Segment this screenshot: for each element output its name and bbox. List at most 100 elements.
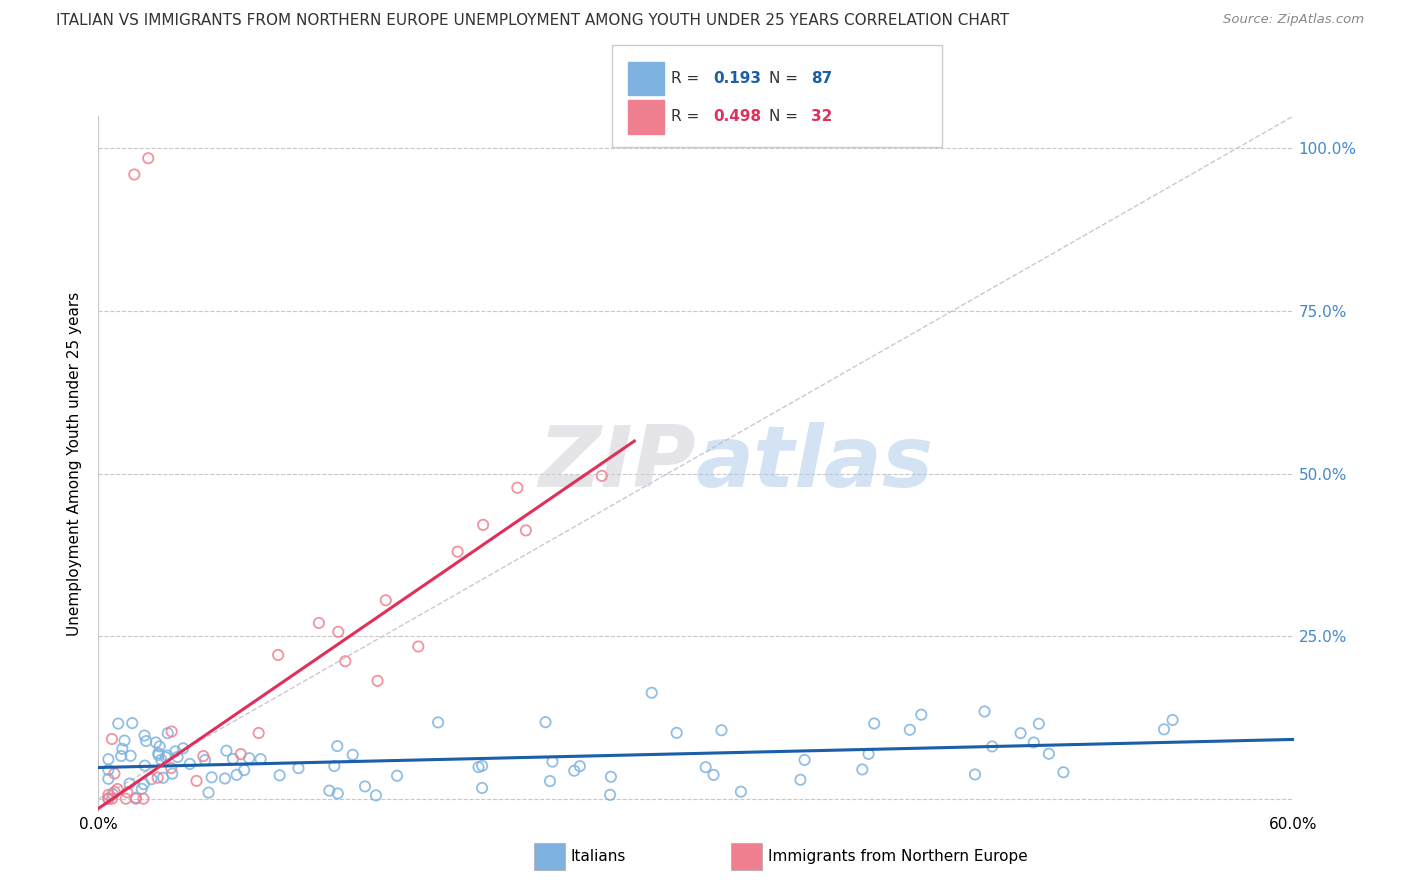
- Text: N =: N =: [769, 71, 803, 86]
- Point: [229, 747, 252, 761]
- Point: [898, 723, 921, 737]
- Point: [97, 772, 120, 786]
- Point: [793, 753, 815, 767]
- Point: [541, 755, 564, 769]
- Point: [125, 790, 148, 805]
- Point: [269, 768, 291, 782]
- Point: [165, 744, 187, 758]
- Point: [118, 776, 141, 790]
- Point: [160, 724, 183, 739]
- Point: [467, 760, 489, 774]
- Point: [233, 763, 256, 777]
- Point: [110, 749, 132, 764]
- Point: [238, 751, 260, 765]
- Point: [160, 761, 183, 775]
- Point: [186, 773, 208, 788]
- Point: [730, 785, 752, 799]
- Point: [201, 770, 224, 784]
- Point: [408, 640, 430, 654]
- Point: [326, 787, 349, 801]
- Point: [367, 673, 389, 688]
- Point: [471, 759, 494, 773]
- Point: [222, 752, 245, 766]
- Point: [591, 468, 613, 483]
- Point: [335, 654, 357, 668]
- Point: [172, 741, 194, 756]
- Point: [101, 731, 124, 746]
- Point: [215, 744, 238, 758]
- Point: [446, 544, 468, 558]
- Text: ITALIAN VS IMMIGRANTS FROM NORTHERN EUROPE UNEMPLOYMENT AMONG YOUTH UNDER 25 YEA: ITALIAN VS IMMIGRANTS FROM NORTHERN EURO…: [56, 13, 1010, 29]
- Point: [148, 747, 170, 762]
- Point: [342, 747, 364, 762]
- Point: [193, 749, 215, 764]
- Point: [600, 770, 623, 784]
- Point: [506, 481, 529, 495]
- Point: [135, 734, 157, 748]
- Point: [973, 705, 995, 719]
- Y-axis label: Unemployment Among Youth under 25 years: Unemployment Among Youth under 25 years: [67, 292, 83, 636]
- Point: [103, 785, 125, 799]
- Point: [101, 787, 124, 801]
- Point: [156, 748, 179, 763]
- Point: [287, 761, 309, 775]
- Point: [156, 726, 179, 740]
- Point: [851, 763, 873, 777]
- Point: [114, 733, 136, 747]
- Point: [910, 707, 932, 722]
- Point: [1038, 747, 1060, 761]
- Point: [136, 151, 159, 165]
- Text: N =: N =: [769, 110, 803, 124]
- Point: [97, 763, 120, 777]
- Point: [599, 788, 621, 802]
- Point: [225, 768, 247, 782]
- Point: [538, 774, 561, 789]
- Point: [148, 746, 170, 760]
- Point: [107, 716, 129, 731]
- Point: [146, 771, 169, 785]
- Text: Italians: Italians: [571, 849, 626, 863]
- Point: [981, 739, 1004, 754]
- Point: [107, 782, 129, 797]
- Point: [121, 716, 143, 731]
- Point: [197, 786, 219, 800]
- Point: [427, 715, 450, 730]
- Text: ZIP: ZIP: [538, 422, 696, 506]
- Point: [385, 769, 408, 783]
- Text: R =: R =: [671, 110, 704, 124]
- Point: [132, 791, 155, 805]
- Point: [131, 781, 153, 796]
- Point: [665, 726, 688, 740]
- Point: [145, 735, 167, 749]
- Point: [323, 759, 346, 773]
- Point: [141, 772, 163, 786]
- Text: R =: R =: [671, 71, 704, 86]
- Point: [568, 759, 591, 773]
- Point: [124, 168, 146, 182]
- Point: [166, 750, 188, 764]
- Point: [97, 791, 120, 805]
- Point: [115, 791, 138, 805]
- Point: [214, 772, 236, 786]
- Point: [364, 789, 387, 803]
- Point: [326, 739, 349, 753]
- Point: [117, 785, 139, 799]
- Point: [318, 783, 340, 797]
- Point: [249, 752, 271, 766]
- Point: [125, 791, 148, 805]
- Point: [703, 768, 725, 782]
- Point: [1028, 716, 1050, 731]
- Point: [562, 764, 585, 778]
- Point: [641, 686, 664, 700]
- Point: [103, 766, 125, 780]
- Point: [132, 777, 155, 791]
- Point: [515, 524, 537, 538]
- Point: [152, 771, 174, 785]
- Point: [308, 615, 330, 630]
- Point: [374, 593, 396, 607]
- Text: 32: 32: [811, 110, 832, 124]
- Point: [97, 788, 120, 802]
- Text: 0.193: 0.193: [713, 71, 761, 86]
- Point: [1010, 726, 1032, 740]
- Point: [155, 750, 177, 764]
